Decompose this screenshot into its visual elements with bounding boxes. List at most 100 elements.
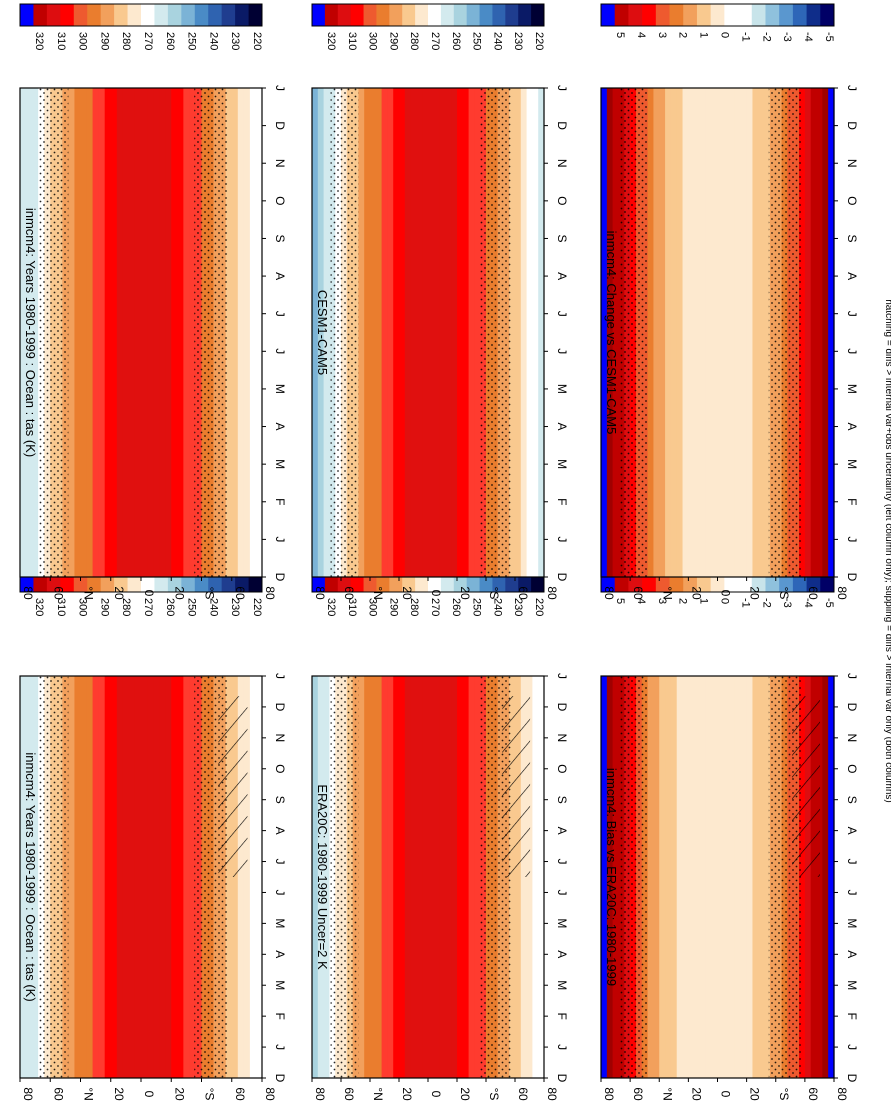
chart-panel-top-left: D J F M A M J J A S O N D J 80 60 °N 20 0 20 °S 60 80 inmcm4: Y… <box>19 569 287 1101</box>
heatmap-cell <box>665 676 672 1078</box>
colorbar-tick-label: 220 <box>533 598 545 616</box>
stippling-north <box>39 676 69 1078</box>
colorbar-tick-label: -2 <box>760 598 772 608</box>
heatmap-cell <box>165 676 172 1078</box>
colorbar-tick-label: -1 <box>739 32 751 42</box>
heatmap-cell <box>734 88 742 577</box>
heatmap-cell <box>758 676 765 1078</box>
x-tick-label: N <box>273 734 287 743</box>
heatmap-cell <box>364 676 371 1078</box>
heatmap-cell <box>676 676 684 1078</box>
heatmap-cell <box>439 676 446 1078</box>
y-tick-label: 80 <box>21 1087 35 1101</box>
colorbar-swatch <box>235 4 249 26</box>
heatmap-cell <box>538 676 545 1078</box>
x-tick-label: J <box>845 85 859 91</box>
y-tick-label: °S <box>777 587 791 600</box>
x-tick-label: D <box>273 1074 287 1083</box>
heatmap-cell <box>816 88 823 577</box>
x-tick-label: J <box>845 348 859 354</box>
colorbar-swatch <box>46 4 61 26</box>
colorbar-swatch <box>738 4 753 26</box>
heatmap-cell <box>433 676 441 1078</box>
colorbar-swatch <box>127 4 142 26</box>
x-tick-label: S <box>555 796 569 804</box>
heatmap-cell <box>670 676 678 1078</box>
heatmap-cell <box>659 88 666 577</box>
heatmap-cell <box>404 88 412 577</box>
colorbar-swatch <box>683 4 698 26</box>
heatmap-cell <box>474 676 481 1078</box>
heatmap-cell <box>26 676 33 1078</box>
x-tick-label: A <box>845 950 859 958</box>
heatmap-cell <box>670 88 678 577</box>
heatmap-cell <box>653 676 660 1078</box>
x-tick-label: D <box>845 1074 859 1083</box>
colorbar-swatch <box>765 4 780 26</box>
heatmap-cell <box>717 676 724 1078</box>
colorbar-tick-label: 220 <box>251 32 263 50</box>
colorbar-swatch <box>100 4 115 26</box>
x-tick-label: N <box>555 159 569 168</box>
heatmap-cell <box>422 88 429 577</box>
colorbar-frame <box>600 3 835 27</box>
colorbar-tick-label: 230 <box>229 598 241 616</box>
y-tick-label: 0 <box>142 1091 156 1098</box>
heatmap-cell <box>141 88 148 577</box>
colorbar-swatch <box>60 4 75 26</box>
y-tick-label: 60 <box>806 1087 820 1101</box>
colorbar-swatch <box>492 4 506 26</box>
heatmap-cell <box>451 676 458 1078</box>
x-tick-label: J <box>555 536 569 542</box>
heatmap-cell <box>312 88 319 577</box>
colorbar-tick-label: 280 <box>408 32 420 50</box>
colorbar-tick-label: 280 <box>120 598 132 616</box>
y-tick-label: 20 <box>112 586 126 600</box>
y-tick-label: °N <box>82 586 96 599</box>
colorbar-frame <box>19 3 263 27</box>
x-tick-label: J <box>273 536 287 542</box>
colorbar-swatch <box>337 4 352 26</box>
colorbar-tick-label: 320 <box>33 598 45 616</box>
heatmap-cell <box>428 88 435 577</box>
x-tick-label: A <box>555 423 569 431</box>
heatmap-cell <box>665 88 672 577</box>
panel-title: inmcm4: Years 1980-1999 : Ocean : tas (K… <box>23 208 38 457</box>
colorbar-tick-label: 230 <box>229 32 241 50</box>
x-tick-label: O <box>555 196 569 205</box>
x-tick-label: F <box>555 1012 569 1019</box>
y-tick-label: 80 <box>313 1087 327 1101</box>
x-tick-label: M <box>273 918 287 928</box>
x-tick-label: N <box>845 734 859 743</box>
heatmap-cell <box>381 88 388 577</box>
heatmap-cell <box>752 88 759 577</box>
heatmap-cell <box>86 88 94 577</box>
heatmap-cell <box>255 88 263 577</box>
panel-title: inmcm4: Years 1980-1999 : Ocean : tas (K… <box>23 752 38 1001</box>
colorbar-tick-label: 2 <box>677 32 689 38</box>
x-tick-label: M <box>845 384 859 394</box>
colorbar-swatch <box>194 4 209 26</box>
colorbar-swatch <box>696 4 712 26</box>
heatmap-cell <box>92 676 100 1078</box>
stippling-south <box>479 88 512 577</box>
colorbar-tick-label: 250 <box>186 598 198 616</box>
x-tick-label: A <box>555 827 569 835</box>
colorbar-swatch <box>141 4 155 26</box>
x-tick-label: D <box>273 121 287 130</box>
x-tick-label: J <box>555 311 569 317</box>
colorbar-swatch <box>614 4 629 26</box>
heatmap-cell <box>68 88 76 577</box>
heatmap-cell <box>387 88 394 577</box>
heatmap-cell <box>32 88 39 577</box>
x-tick-label: M <box>273 980 287 990</box>
y-tick-label: 20 <box>689 586 703 600</box>
heatmap-cell <box>110 676 118 1078</box>
chart-panel-middle-right: D J F M A M J J A S O N D J 80 60 °N 20 0 20 °S 60 80 CESM1-CAM… <box>311 3 569 600</box>
heatmap-cell <box>410 676 417 1078</box>
stippling-north <box>619 676 648 1078</box>
heatmap-cell <box>717 88 724 577</box>
heatmap-cell <box>323 88 330 577</box>
y-tick-label: 20 <box>458 586 472 600</box>
x-tick-label: J <box>845 673 859 679</box>
